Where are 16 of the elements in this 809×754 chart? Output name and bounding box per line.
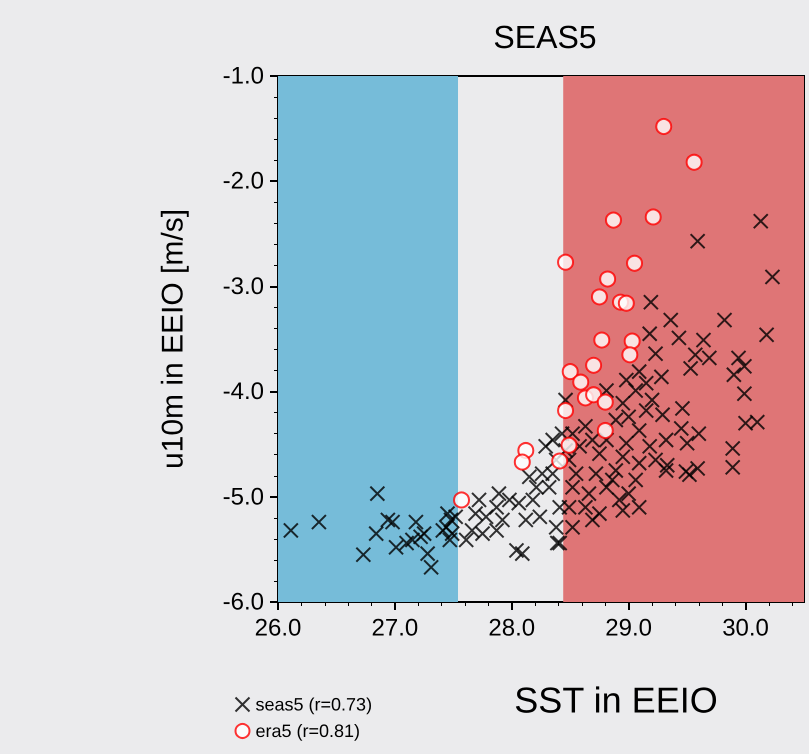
y-tick-label: -6.0: [222, 588, 264, 616]
y-tick-label: -5.0: [222, 483, 264, 510]
x-tick-label: 26.0: [254, 614, 302, 642]
y-axis-title: u10m in EEIO [m/s]: [156, 208, 190, 470]
x-tick-label: 27.0: [372, 614, 418, 642]
y-tick-label: -3.0: [222, 272, 264, 300]
x-tick-label: 28.0: [488, 614, 536, 642]
y-tick-label: -4.0: [222, 378, 264, 406]
x-tick-label: 29.0: [605, 614, 652, 642]
x-tick-label: 30.0: [722, 614, 769, 642]
chart-title: SEAS5: [493, 19, 597, 55]
y-tick-label: -2.0: [222, 168, 264, 195]
legend-label: seas5 (r=0.73): [256, 694, 372, 714]
x-axis-title: SST in EEIO: [514, 680, 718, 720]
y-tick-label: -1.0: [222, 62, 264, 90]
legend-label: era5 (r=0.81): [256, 721, 360, 741]
